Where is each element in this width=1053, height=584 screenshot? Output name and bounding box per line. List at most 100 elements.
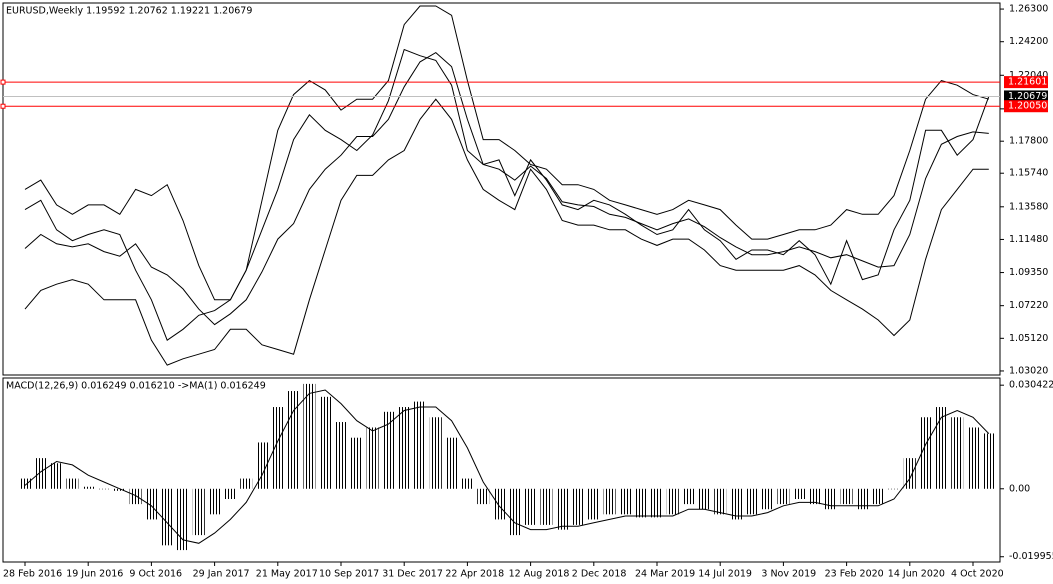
y-tick-label: 1.09350 [1009,267,1048,278]
y-tick-label: 0.030422 [1009,380,1053,391]
macd-bar [761,488,774,510]
macd-bar [98,488,110,490]
macd-bar [666,488,679,515]
macd-panel-frame [2,377,1001,563]
bollinger-band [24,98,989,366]
macd-bar [730,488,742,520]
macd-bar [493,488,505,520]
x-tick-label: 19 Jun 2016 [66,569,123,580]
price-line [24,48,990,341]
level-label-box [1004,76,1048,89]
macd-bar [366,427,379,489]
macd-bar [82,486,95,489]
macd-bar [603,488,616,515]
macd-bar [745,488,758,515]
y-tick-label: 1.11480 [1009,234,1048,245]
x-tick-label: 12 Aug 2018 [509,569,570,580]
x-tick-label: 9 Oct 2016 [129,569,182,580]
bollinger-band [24,5,989,301]
macd-bar [809,488,821,505]
macd-bar [477,488,490,505]
macd-bar [303,383,316,489]
x-tick-label: 22 Apr 2018 [445,569,504,580]
y-tick-label: 1.22040 [1009,70,1048,81]
y-tick-label: 1.07220 [1009,300,1048,311]
y-tick-label: 0.00 [1009,483,1030,494]
macd-bar [208,488,221,515]
macd-bar [572,488,584,525]
y-tick-label: -0.019955 [1009,551,1053,562]
price-panel-frame [2,2,1001,376]
x-tick-label: 14 Jun 2020 [888,569,945,580]
y-tick-label: 1.24200 [1009,36,1048,47]
x-tick-label: 4 Oct 2020 [951,569,1004,580]
macd-bar [350,437,363,489]
macd-bar [50,463,63,489]
macd-bar [777,488,790,505]
level-label: 1.20679 [1008,91,1047,102]
macd-bar [793,488,806,499]
macd-bar [271,407,284,489]
macd-bar [224,488,237,499]
macd-bar [382,411,395,489]
macd-bar [540,488,553,525]
macd-bar [587,488,600,520]
macd-bar [856,488,869,510]
x-tick-label: 2 Dec 2018 [572,569,627,580]
macd-bar [982,433,995,489]
macd-bar [508,488,521,536]
macd-bar [919,417,932,489]
x-tick-label: 10 Sep 2017 [319,569,379,580]
x-tick-label: 31 Dec 2017 [382,569,443,580]
macd-bar [682,488,695,505]
x-tick-label: 24 Mar 2019 [635,569,695,580]
macd-bar [66,478,79,489]
macd-bar [19,478,31,489]
y-tick-label: 1.26300 [1009,4,1048,15]
level-marker [0,103,6,109]
macd-bar [192,488,205,536]
macd-bar [113,488,126,491]
macd-bar [177,488,189,551]
macd-bar [445,437,458,489]
x-tick-label: 3 Nov 2019 [761,569,816,580]
macd-bar [619,488,632,515]
macd-bar [556,488,569,530]
macd-bar [398,407,411,489]
macd-bar [935,407,948,489]
macd-bar [824,488,837,510]
y-tick-label: 1.15740 [1009,168,1048,179]
macd-bar [256,442,268,489]
x-tick-label: 23 Feb 2020 [825,569,884,580]
macd-bar [145,488,158,520]
macd-bar [840,488,853,505]
macd-bar [161,488,174,546]
level-label: 1.20050 [1008,101,1047,112]
macd-bar [319,396,332,489]
macd-bar [414,401,426,489]
macd-header: MACD(12,26,9) 0.016249 0.016210 ->MA(1) … [6,381,266,392]
x-tick-label: 14 Jul 2019 [698,569,752,580]
bollinger-band [24,51,989,326]
y-tick-label: 1.17800 [1009,136,1048,147]
macd-bar [335,422,347,489]
macd-bar [429,417,442,489]
price-header: EURUSD,Weekly 1.19592 1.20762 1.19221 1.… [6,6,252,17]
x-tick-label: 28 Feb 2016 [3,569,62,580]
level-label-box [1004,90,1048,103]
level-label: 1.21601 [1008,77,1047,88]
level-label-box [1004,100,1048,113]
x-tick-label: 29 Jan 2017 [193,569,250,580]
macd-bar [872,488,885,505]
macd-bar [461,478,474,489]
macd-bar [698,488,711,510]
macd-bar [967,427,979,489]
macd-bar [524,488,537,525]
macd-bar [129,488,142,505]
macd-bar [903,458,916,489]
level-marker [0,79,6,85]
y-tick-label: 1.03020 [1009,365,1048,376]
macd-bar [240,478,253,489]
y-tick-label: 1.05120 [1009,333,1048,344]
